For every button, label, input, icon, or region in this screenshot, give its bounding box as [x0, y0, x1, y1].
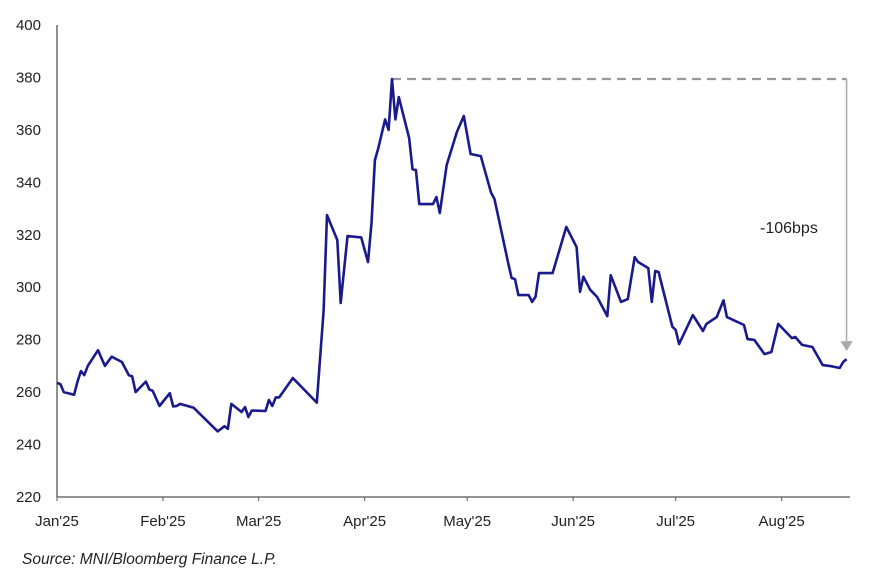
y-tick-label: 320: [16, 227, 41, 244]
source-note: Source: MNI/Bloomberg Finance L.P.: [22, 551, 277, 568]
x-tick-label: Jul'25: [656, 513, 695, 530]
y-tick-label: 400: [16, 17, 41, 34]
y-tick-label: 380: [16, 69, 41, 86]
x-tick-label: Mar'25: [236, 513, 281, 530]
y-tick-label: 220: [16, 489, 41, 506]
decline-annotation: -106bps: [760, 220, 818, 237]
y-tick-label: 240: [16, 437, 41, 454]
x-axis: Jan'25 Feb'25 Mar'25 Apr'25 May'25 Jun'25 Jul'…: [35, 497, 805, 530]
y-axis: 220 240 260 280 300 320 340 360 380 400: [16, 17, 41, 506]
x-tick-label: Feb'25: [140, 513, 185, 530]
y-tick-label: 280: [16, 332, 41, 349]
series-line: [56, 77, 848, 433]
y-tick-label: 360: [16, 122, 41, 139]
y-tick-label: 260: [16, 384, 41, 401]
x-tick-label: May'25: [443, 513, 491, 530]
x-tick-label: Jun'25: [551, 513, 595, 530]
decline-arrow-head: [840, 341, 853, 352]
x-tick-label: Jan'25: [35, 513, 79, 530]
x-tick-label: Apr'25: [343, 513, 386, 530]
y-tick-label: 300: [16, 279, 41, 296]
y-tick-label: 340: [16, 174, 41, 191]
x-tick-label: Aug'25: [759, 513, 805, 530]
